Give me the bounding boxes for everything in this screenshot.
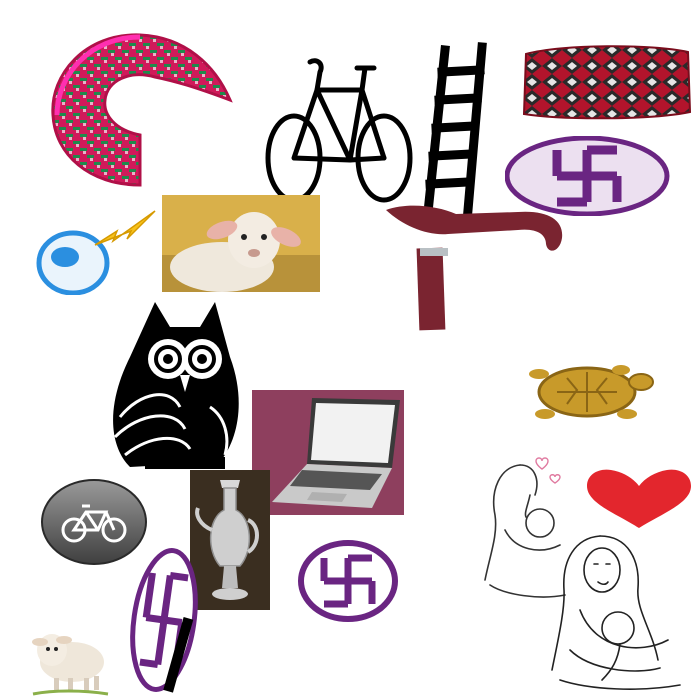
laptop-icon xyxy=(252,390,404,515)
ladder-icon xyxy=(420,42,490,217)
lamb-icon xyxy=(28,620,110,698)
bicycle-badge-icon xyxy=(40,478,148,566)
silver-jug-icon xyxy=(190,470,270,610)
bicycle-icon xyxy=(262,50,417,210)
mother-child-sketch-icon xyxy=(480,455,575,605)
mother-child-sketch-icon xyxy=(540,530,690,695)
sheep-photo-icon xyxy=(162,195,320,292)
swastika-oval-icon xyxy=(128,545,200,695)
swastika-oval-icon xyxy=(505,136,670,216)
swastika-round-icon xyxy=(298,540,398,622)
patterned-cushion-icon xyxy=(522,42,692,120)
golden-tortoise-icon xyxy=(517,360,655,422)
walking-cane-icon xyxy=(378,200,568,335)
electric-plug-icon xyxy=(35,205,160,295)
woven-basket-fan-icon xyxy=(45,15,240,190)
heart-icon xyxy=(585,468,693,530)
owl-icon xyxy=(100,297,265,472)
